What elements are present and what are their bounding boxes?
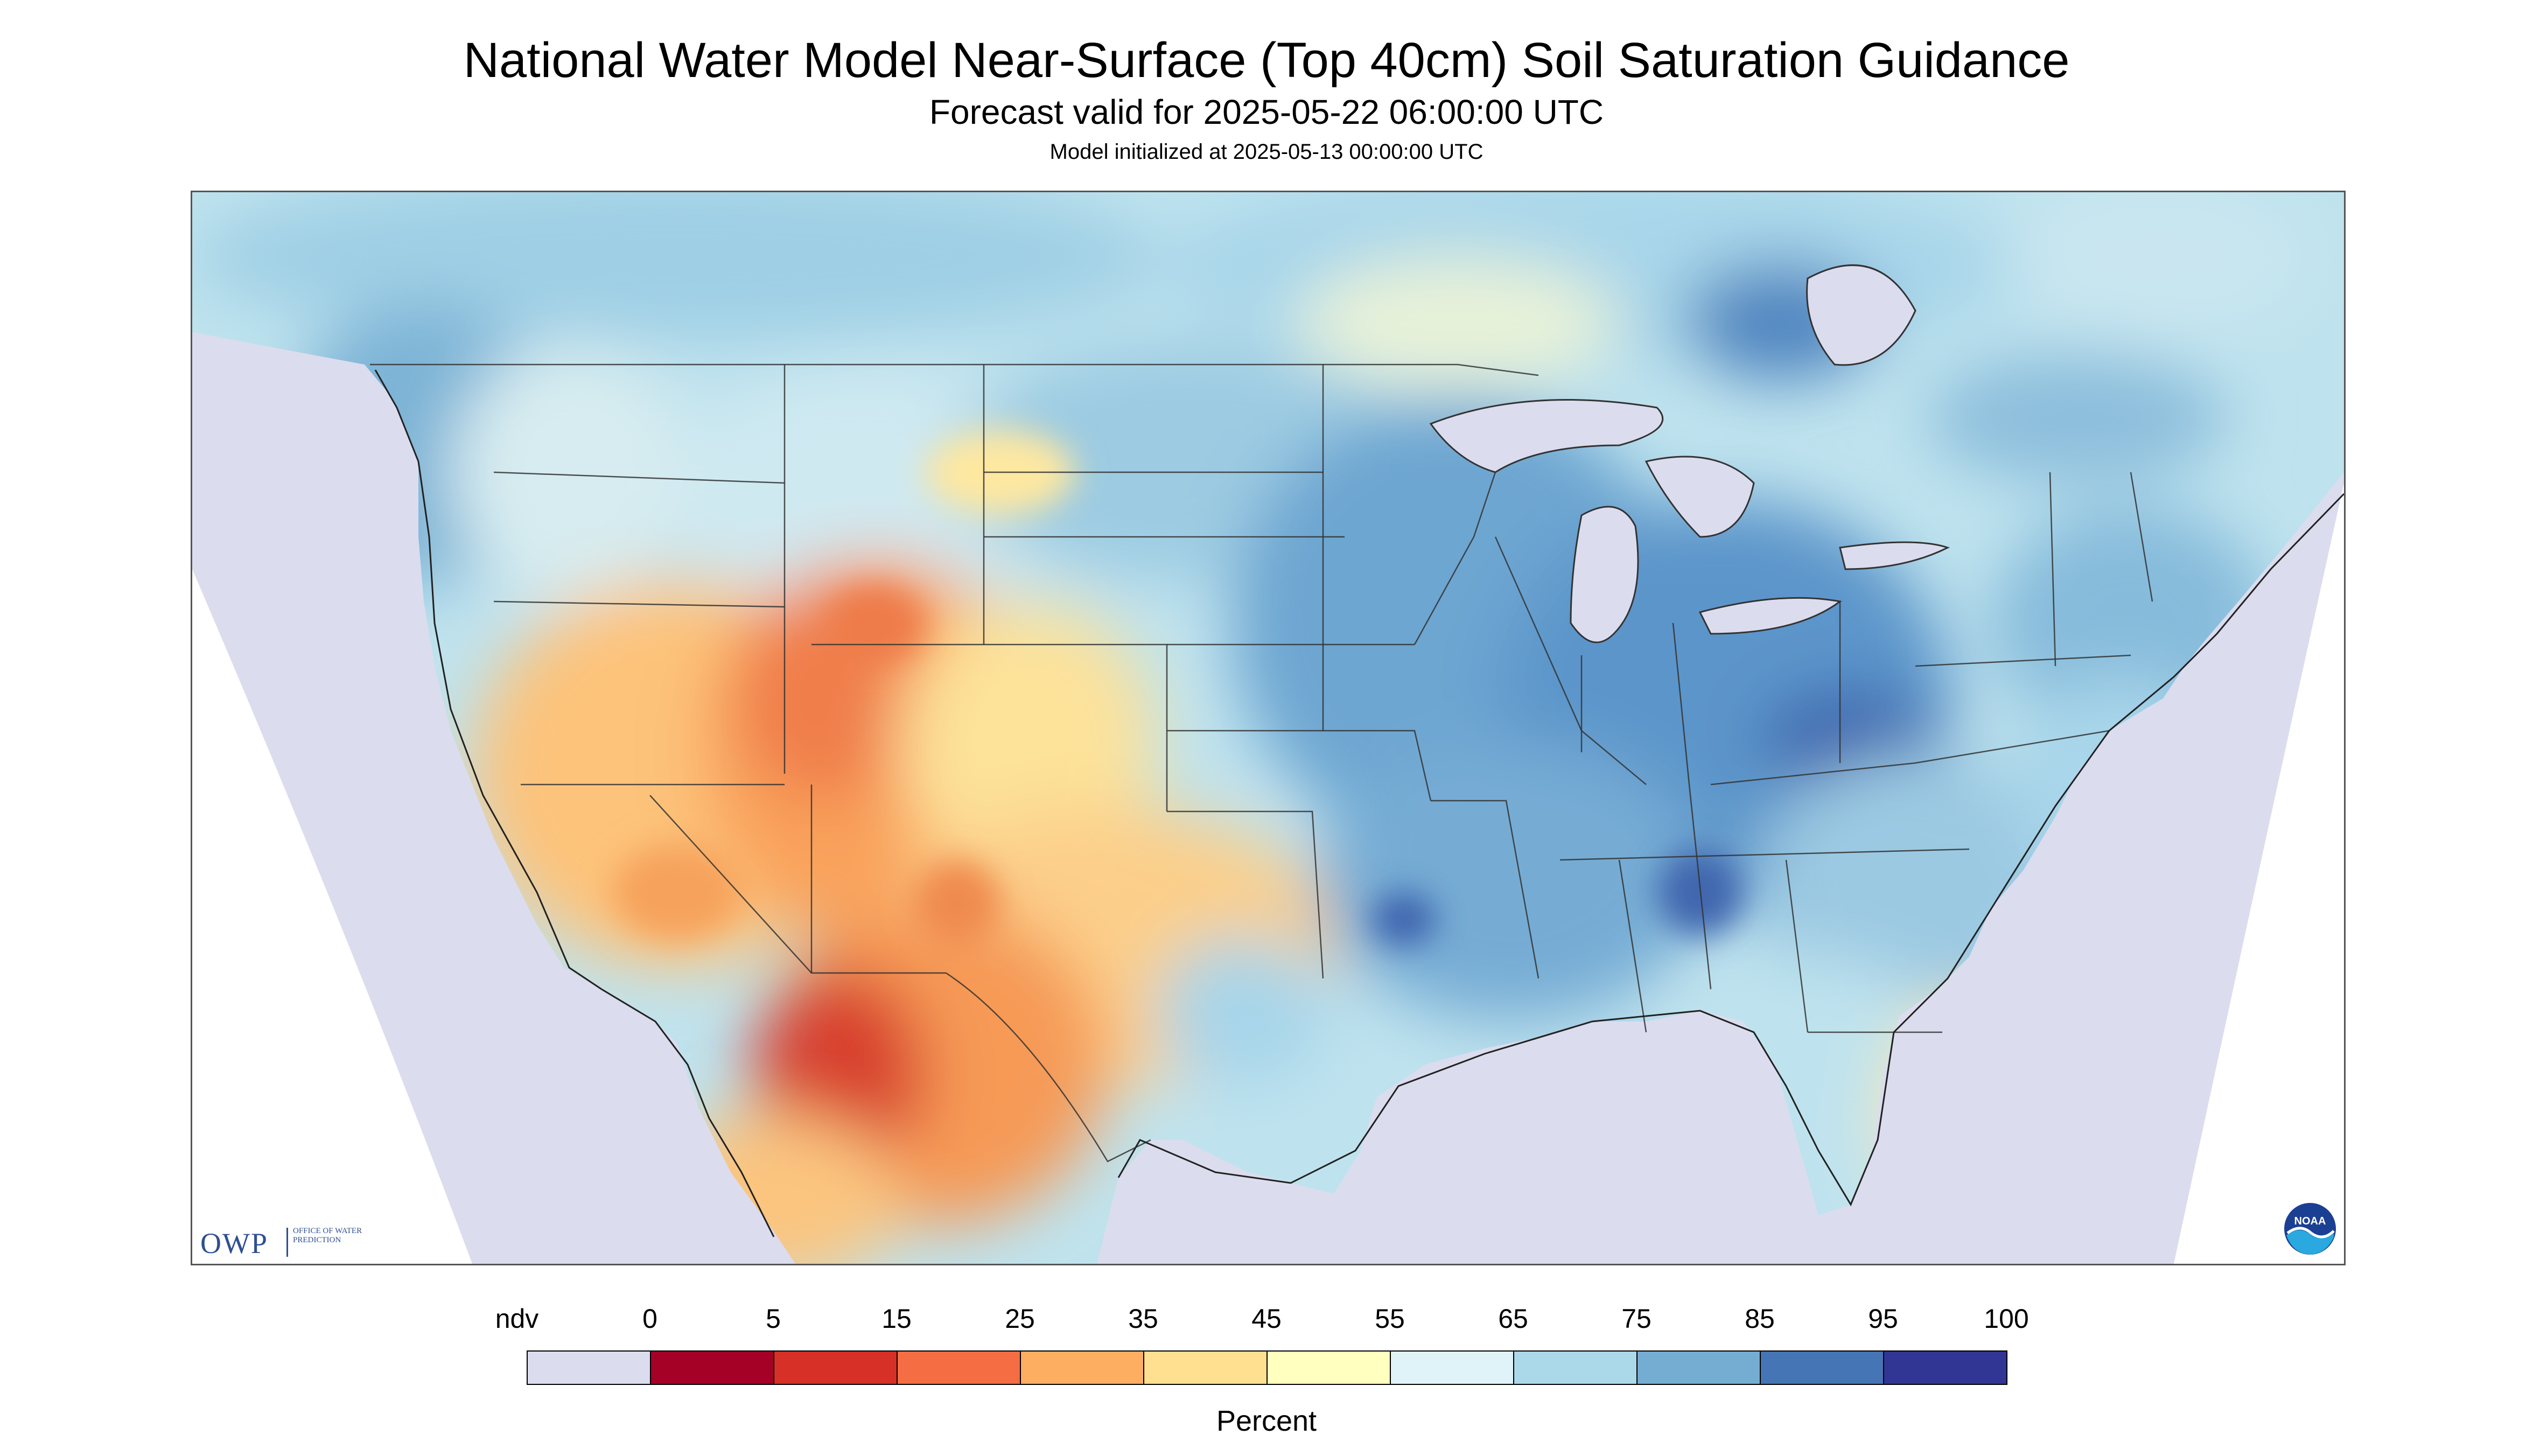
colorbar-segment xyxy=(1143,1350,1268,1385)
colorbar-tick-label: ndv xyxy=(495,1304,539,1334)
map-title: National Water Model Near-Surface (Top 4… xyxy=(463,33,2070,88)
colorbar-tick-label: 65 xyxy=(1498,1304,1528,1334)
noaa-logo-text: NOAA xyxy=(2294,1215,2326,1227)
colorbar-segment xyxy=(1883,1350,2007,1385)
colorbar-segment xyxy=(773,1350,898,1385)
colorbar-tick-label: 100 xyxy=(1984,1304,2029,1334)
great-lakes xyxy=(1429,264,1950,643)
owp-logo-subtext: OFFICE OF WATER PREDICTION xyxy=(293,1227,362,1244)
colorbar-tick-label: 5 xyxy=(766,1304,781,1334)
colorbar-segment xyxy=(650,1350,774,1385)
colorbar-segment xyxy=(1390,1350,1514,1385)
colorbar-tick-label: 25 xyxy=(1005,1304,1035,1334)
colorbar-tick-label: 95 xyxy=(1868,1304,1898,1334)
colorbar-tick-label: 75 xyxy=(1621,1304,1652,1334)
forecast-valid-time: Forecast valid for 2025-05-22 06:00:00 U… xyxy=(929,93,1604,131)
state-boundaries xyxy=(370,363,2153,1163)
colorbar-unit-label: Percent xyxy=(1216,1405,1317,1437)
colorbar-tick-label: 45 xyxy=(1251,1304,1282,1334)
colorbar-segment xyxy=(1760,1350,1884,1385)
owp-logo: OWP OFFICE OF WATER PREDICTION xyxy=(200,1223,373,1261)
colorbar-tick-label: 35 xyxy=(1128,1304,1158,1334)
colorbar-segment xyxy=(897,1350,1021,1385)
colorbar-tick-label: 15 xyxy=(881,1304,912,1334)
colorbar-segment xyxy=(527,1350,651,1385)
noaa-logo: NOAA xyxy=(2284,1203,2336,1255)
colorbar-tick-label: 0 xyxy=(642,1304,657,1334)
colorbar-segment xyxy=(1636,1350,1761,1385)
colorbar-segment xyxy=(1020,1350,1144,1385)
colorbar-segment xyxy=(1266,1350,1391,1385)
owp-logo-divider xyxy=(286,1228,288,1257)
colorbar-tick-label: 55 xyxy=(1375,1304,1405,1334)
coastlines xyxy=(374,369,2344,1237)
colorbar-tick-label: 85 xyxy=(1745,1304,1775,1334)
colorbar-segment xyxy=(1513,1350,1638,1385)
projection-edge-right xyxy=(2174,483,2344,1264)
projection-edge-left xyxy=(192,569,472,1264)
model-initialized-time: Model initialized at 2025-05-13 00:00:00… xyxy=(1049,140,1484,164)
soil-saturation-map xyxy=(191,191,2346,1265)
colorbar xyxy=(527,1350,2007,1385)
owp-logo-text: OWP xyxy=(200,1227,268,1259)
